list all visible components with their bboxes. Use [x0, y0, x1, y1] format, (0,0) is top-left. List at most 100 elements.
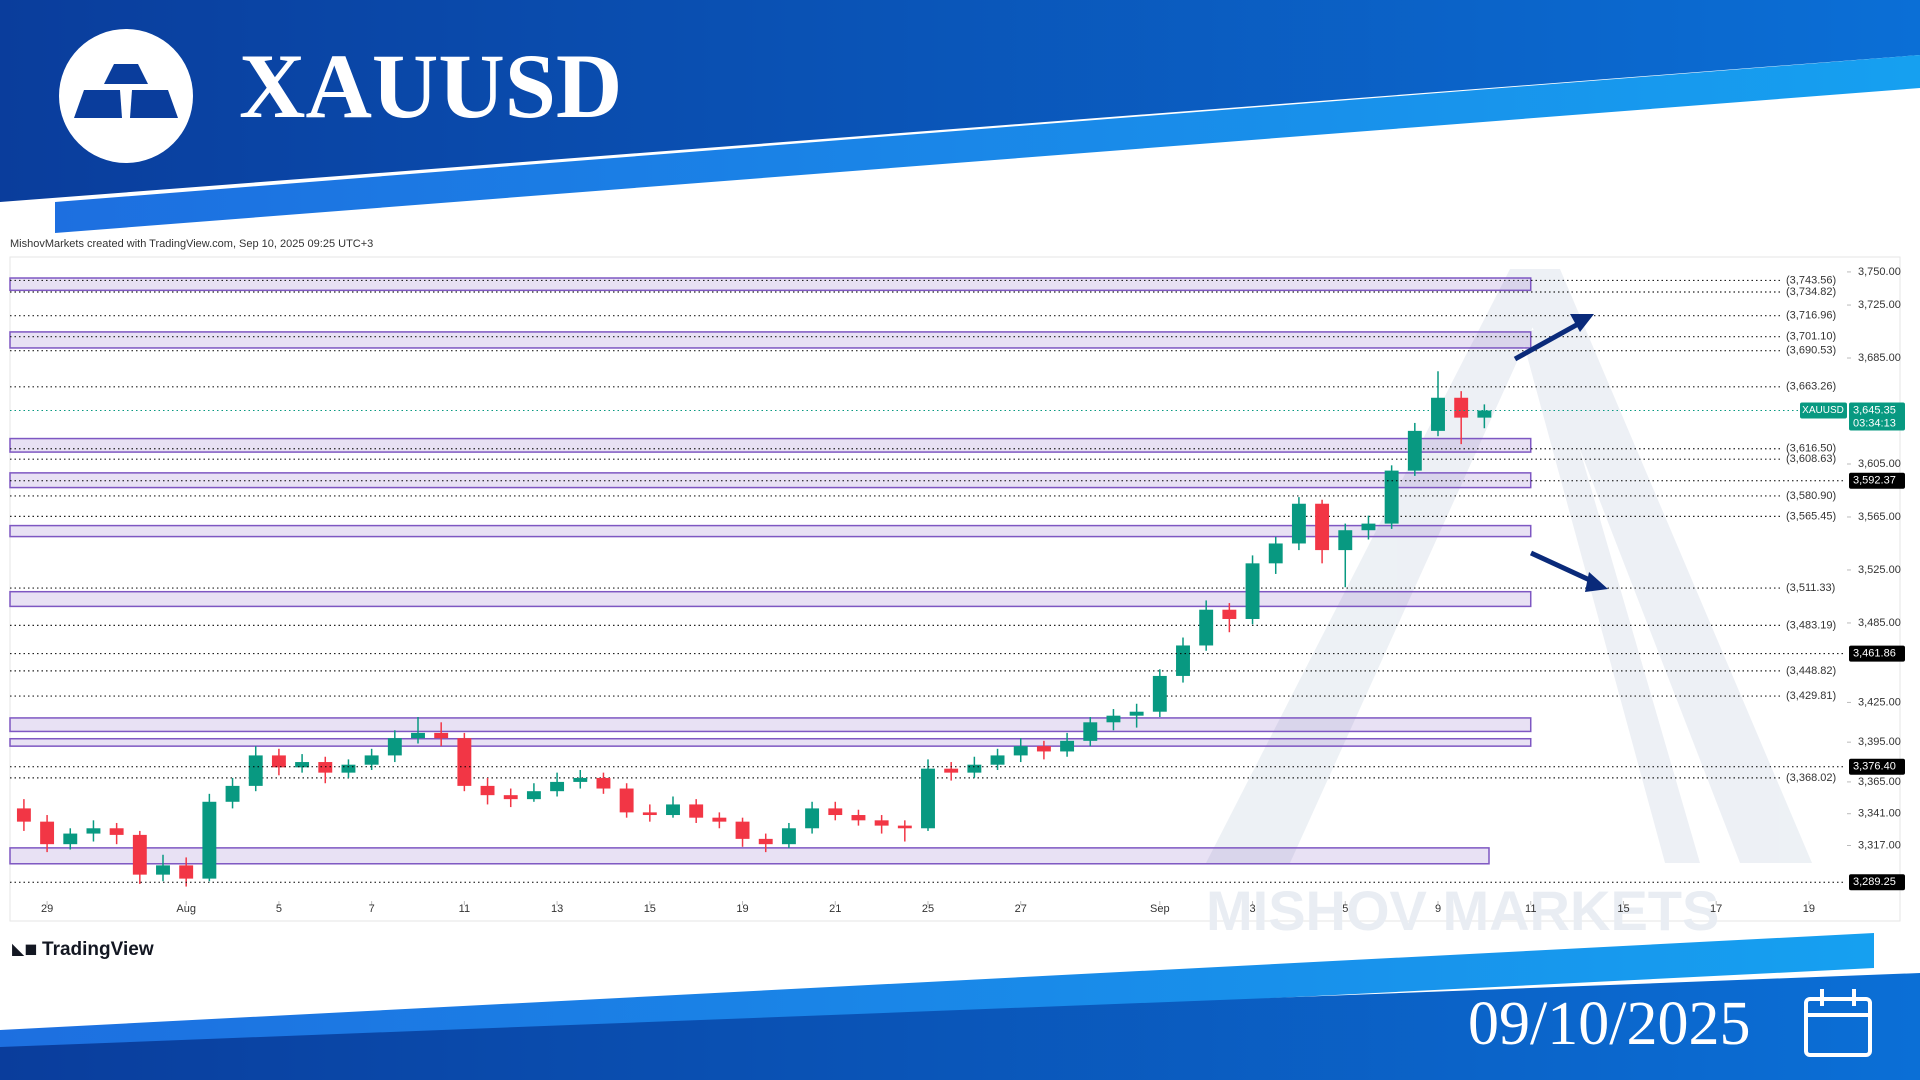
candle-body — [1315, 503, 1330, 551]
logo-circle — [59, 29, 193, 163]
candle-body — [132, 834, 147, 875]
x-tick-label: 27 — [1015, 903, 1027, 915]
x-tick-label: 9 — [1435, 903, 1441, 915]
candle-body — [1477, 410, 1492, 418]
zone — [9, 717, 1532, 733]
price-tag — [1849, 402, 1905, 431]
zone — [9, 331, 1532, 349]
candle-body — [1454, 397, 1469, 418]
y-tick-label: 3,341.00 — [1858, 808, 1901, 820]
x-tick-label: 3 — [1249, 903, 1255, 915]
candle-body — [1199, 609, 1214, 646]
x-tick-label: Aug — [176, 903, 196, 915]
title: XAUUSD — [239, 35, 622, 137]
candle-body — [1431, 397, 1445, 431]
zone — [9, 524, 1532, 538]
x-tick-label: 29 — [41, 903, 53, 915]
candle-body — [156, 865, 170, 875]
candle-body — [225, 785, 240, 802]
level-label: (3,734.82) — [1786, 286, 1836, 298]
zone — [9, 472, 1532, 489]
candle-body — [990, 755, 1005, 765]
x-tick-label: 7 — [369, 903, 375, 915]
candle-body — [179, 865, 194, 879]
x-tick-label: 19 — [1803, 903, 1815, 915]
x-tick-label: 19 — [736, 903, 748, 915]
x-tick-label: 13 — [551, 903, 563, 915]
plot: (3,743.56)(3,734.82) (3,716.96) (3,701.10)… — [9, 266, 1905, 915]
price-tag-countdown: 03:34:13 — [1853, 417, 1896, 429]
candle-body — [109, 828, 124, 835]
candle-body — [387, 738, 402, 756]
candle-body — [480, 785, 495, 796]
annotation-arrows — [1513, 314, 1608, 592]
brand-logo: ◣◼ TradingView — [12, 939, 154, 960]
candle-body — [1245, 563, 1260, 619]
candle-body — [341, 764, 356, 773]
watermark-text: MISHOV MARKETS — [1206, 879, 1719, 942]
level-label: (3,580.90) — [1786, 490, 1836, 502]
candle-body — [40, 821, 55, 845]
x-tick-label: 5 — [1342, 903, 1348, 915]
candle-body — [411, 732, 425, 739]
y-tick-label: 3,395.00 — [1858, 736, 1901, 748]
y-tick-label: 3,725.00 — [1858, 299, 1901, 311]
level-label: (3,616.50) — [1786, 443, 1836, 455]
candle-body — [550, 781, 565, 792]
y-tick-label: 3,685.00 — [1858, 352, 1901, 364]
candle-body — [921, 768, 935, 829]
candle-body — [596, 777, 611, 789]
candle-body — [897, 825, 912, 829]
candle-body — [1036, 746, 1051, 752]
candle-body — [967, 764, 982, 773]
candle-body — [735, 821, 750, 839]
candle-body — [63, 833, 78, 845]
level-label: (3,483.19) — [1786, 619, 1836, 631]
zone — [9, 437, 1532, 453]
candle-body — [781, 828, 796, 845]
x-tick-label: 17 — [1710, 903, 1722, 915]
price-tag — [1849, 645, 1905, 662]
price-tag-label: 3,592.37 — [1853, 475, 1896, 487]
level-label: (3,743.56) — [1786, 274, 1836, 286]
attribution: MishovMarkets created with TradingView.c… — [10, 238, 373, 250]
candle-body — [1129, 711, 1144, 716]
candle-body — [689, 804, 704, 818]
candle-body — [1013, 746, 1028, 756]
candle-body — [1176, 645, 1190, 676]
x-tick-label: 21 — [829, 903, 841, 915]
candle-body — [642, 812, 657, 816]
x-tick-label: 5 — [276, 903, 282, 915]
candle-body — [202, 801, 217, 879]
candle-body — [318, 762, 333, 773]
header-stripe — [55, 55, 1920, 233]
candle-body — [295, 762, 310, 768]
candle-body — [805, 808, 820, 829]
level-label: (3,716.96) — [1786, 310, 1836, 322]
header-band — [0, 0, 1920, 202]
logo-icon — [74, 64, 178, 118]
level-label: (3,429.81) — [1786, 690, 1836, 702]
candle-body — [573, 777, 588, 782]
price-tag — [1849, 472, 1905, 489]
candle-body — [712, 817, 727, 822]
calendar-icon — [1804, 989, 1872, 1057]
candle-body — [1222, 609, 1237, 619]
zone — [9, 590, 1532, 608]
candle-body — [1338, 530, 1353, 551]
candle-body — [1268, 543, 1283, 564]
level-label: (3,565.45) — [1786, 510, 1836, 522]
level-label: (3,511.33) — [1786, 582, 1835, 594]
price-tag-label: 3,461.86 — [1853, 648, 1896, 660]
level-label: (3,701.10) — [1786, 331, 1836, 343]
level-label: (3,690.53) — [1786, 345, 1836, 357]
x-tick-label: Sep — [1150, 903, 1170, 915]
candle-body — [666, 804, 680, 816]
candle-body — [248, 755, 263, 786]
candle-body — [1060, 740, 1075, 752]
candle-body — [1384, 470, 1399, 524]
candle-body — [1106, 715, 1121, 723]
chart-frame — [9, 256, 1901, 922]
